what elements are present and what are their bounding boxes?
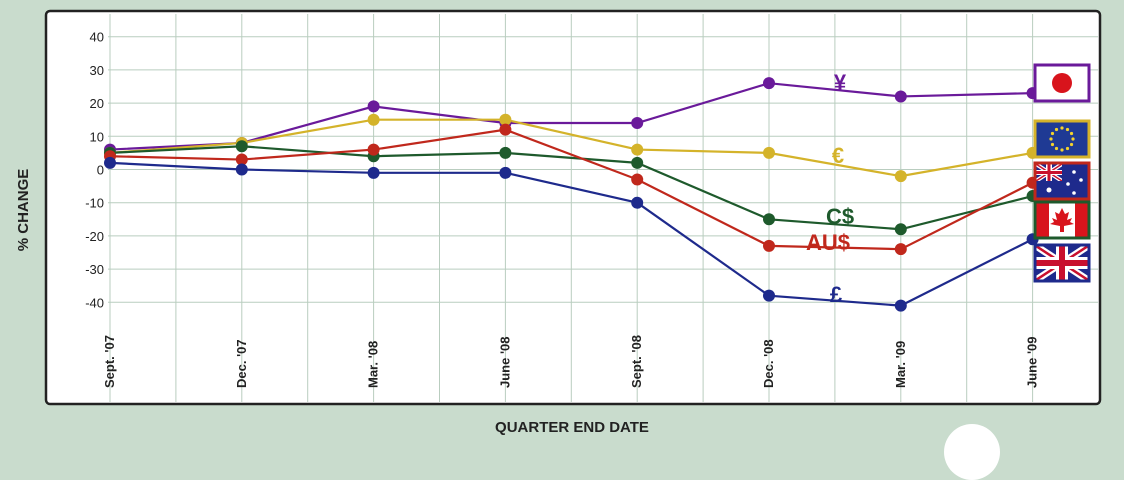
y-tick-labels: 40 30 20 10 0 -10 -20 -30 -40: [85, 30, 104, 311]
series-line-canada: [109, 145, 1033, 231]
series-point-uk: [894, 299, 907, 312]
series-point-canada: [763, 213, 775, 226]
x-tick-label: Mar. '08: [366, 341, 381, 388]
eu-star: [1060, 148, 1064, 152]
series-label-uk: £: [830, 282, 843, 307]
x-tick-label: June '09: [1025, 336, 1040, 388]
eu-star: [1050, 131, 1055, 136]
x-tick-label: June '08: [497, 336, 512, 388]
eu-star: [1065, 127, 1070, 132]
series-point-canada: [631, 156, 644, 169]
currency-change-chart: 40 30 20 10 0 -10 -20 -30 -40 Sept. '07 Dec. '07 M…: [15, 9, 1102, 436]
series-point-uk: [763, 289, 775, 302]
uk-flag-icon: [1033, 243, 1091, 283]
series-point-australia: [367, 143, 380, 156]
x-tick-label: Dec. '07: [234, 339, 249, 388]
x-tick-label: Sept. '07: [102, 335, 117, 388]
series-label-canada: C$: [826, 204, 854, 229]
series-points: [104, 77, 1039, 312]
series-point-australia: [499, 123, 512, 136]
series-point-japan: [631, 117, 644, 130]
eu-star: [1060, 126, 1064, 130]
eu-star: [1054, 127, 1059, 132]
flag-legend: [1033, 63, 1091, 283]
series-label-japan: ¥: [834, 70, 847, 95]
series-label-australia: AU$: [806, 230, 850, 255]
y-tick-label: 10: [90, 129, 104, 144]
series-lines: [109, 82, 1034, 307]
series-point-eu: [499, 113, 512, 126]
chart-area: 40 30 20 10 0 -10 -20 -30 -40 Sept. '07 Dec. '07 M…: [15, 9, 1102, 480]
series-point-eu: [763, 146, 775, 159]
plot-frame: [44, 9, 1102, 406]
y-tick-label: 40: [90, 30, 104, 45]
series-point-canada: [499, 146, 512, 159]
series-point-japan: [367, 100, 380, 113]
y-tick-label: -20: [85, 229, 104, 244]
series-point-australia: [631, 173, 644, 186]
series-point-canada: [894, 223, 907, 236]
series-point-japan: [894, 90, 907, 103]
series-point-australia: [894, 243, 907, 256]
decorative-circle: [944, 424, 1000, 480]
y-axis-title: % CHANGE: [15, 169, 32, 252]
series-point-uk: [499, 166, 512, 179]
series-point-uk: [631, 196, 644, 209]
australia-flag-icon: [1033, 161, 1091, 201]
eu-star: [1049, 137, 1053, 141]
x-tick-labels: Sept. '07 Dec. '07 Mar. '08 June '08 Sept. '…: [102, 335, 1040, 388]
y-tick-label: -10: [85, 196, 104, 211]
y-tick-label: -30: [85, 262, 104, 277]
eu-flag-icon: [1033, 119, 1091, 159]
series-line-australia: [109, 128, 1034, 251]
y-tick-label: -40: [85, 295, 104, 310]
eu-star: [1054, 146, 1059, 151]
canada-flag-icon: [1033, 200, 1091, 240]
series-point-eu: [367, 113, 380, 126]
x-tick-label: Sept. '08: [629, 335, 644, 388]
series-line-uk: [109, 161, 1034, 307]
series-point-uk: [367, 166, 380, 179]
series-line-japan: [109, 82, 1033, 151]
eu-star: [1069, 142, 1074, 147]
x-tick-label: Dec. '08: [761, 339, 776, 388]
japan-flag-icon: [1033, 63, 1091, 103]
x-axis-title: QUARTER END DATE: [495, 419, 649, 436]
series-annotations: ¥ € C$AU$ £: [806, 70, 854, 307]
series-point-japan: [763, 77, 775, 90]
y-tick-label: 20: [90, 96, 104, 111]
eu-star: [1065, 146, 1070, 151]
series-point-australia: [763, 239, 775, 252]
y-tick-label: 30: [90, 63, 104, 78]
eu-star: [1050, 142, 1055, 147]
series-point-eu: [894, 170, 907, 183]
series-point-eu: [631, 143, 644, 156]
series-label-eu: €: [832, 143, 844, 168]
series-point-canada: [235, 140, 248, 153]
eu-star: [1071, 137, 1075, 141]
series-point-uk: [104, 156, 116, 169]
series-line-eu: [109, 118, 1033, 178]
series-point-uk: [235, 163, 248, 176]
series-point-australia: [235, 153, 248, 166]
x-tick-label: Mar. '09: [893, 341, 908, 388]
eu-star: [1069, 131, 1074, 136]
y-tick-label: 0: [97, 163, 104, 178]
